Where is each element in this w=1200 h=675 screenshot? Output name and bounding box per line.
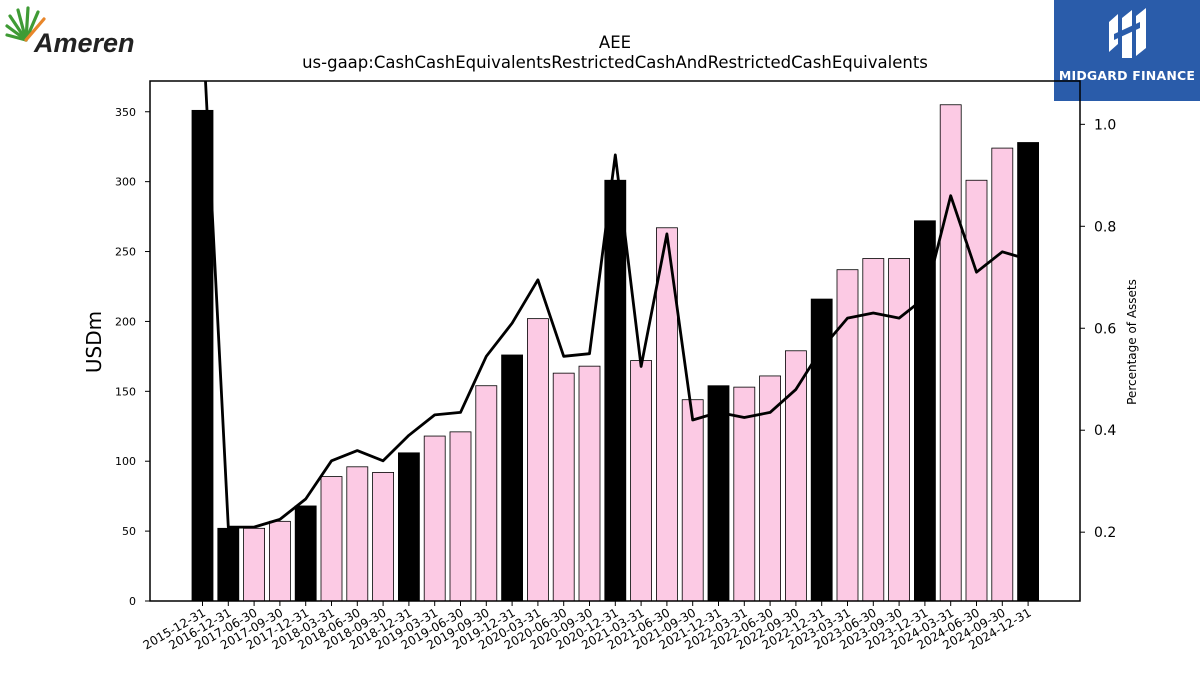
bar-2023-09-30 <box>888 258 910 602</box>
bar-2018-12-31 <box>397 452 420 602</box>
y-right-tick-label: 0.6 <box>1094 321 1116 337</box>
y-tick-label: 200 <box>115 315 136 328</box>
bar-series <box>191 104 1039 602</box>
bar-2018-03-31 <box>320 476 343 602</box>
bar-2024-12-31 <box>1017 142 1039 602</box>
bar-2017-09-30 <box>268 520 291 602</box>
bar-2020-06-30 <box>552 372 575 602</box>
x-axis: 2015-12-312016-12-312017-06-302017-09-30… <box>141 601 1034 652</box>
ameren-wordmark: Ameren <box>33 28 135 58</box>
ameren-logo: Ameren <box>4 4 144 60</box>
y-tick-label: 50 <box>122 525 136 538</box>
y-axis-label: USDm <box>82 311 106 373</box>
bar-2024-03-31 <box>939 104 962 602</box>
midgard-mark-icon <box>1109 8 1146 58</box>
bar-2017-12-31 <box>294 505 317 602</box>
percentage-of-assets-line <box>204 81 1029 529</box>
y-right-tick-label: 1.0 <box>1094 117 1116 133</box>
chart-title: AEE <box>599 33 631 52</box>
line-series <box>204 81 1029 529</box>
midgard-finance-wordmark: MIDGARD FINANCE <box>1058 68 1196 83</box>
bar-2019-03-31 <box>423 435 446 602</box>
bar-2023-06-30 <box>862 258 885 602</box>
y-tick-label: 100 <box>115 455 136 468</box>
bar-2022-03-31 <box>733 386 756 602</box>
bar-2019-12-31 <box>501 354 524 602</box>
bar-2022-06-30 <box>759 375 781 602</box>
bar-2019-09-30 <box>475 385 498 602</box>
y-tick-label: 0 <box>129 595 136 608</box>
bar-2018-09-30 <box>372 471 395 602</box>
bar-2019-06-30 <box>449 431 472 602</box>
midgard-finance-logo: MIDGARD FINANCE <box>1054 0 1200 101</box>
y-axis-right-label: Percentage of Assets <box>1125 279 1139 405</box>
y-tick-label: 350 <box>115 106 136 119</box>
bar-2020-12-31 <box>604 179 627 602</box>
bar-2023-12-31 <box>914 220 936 602</box>
bar-2016-12-31 <box>217 527 240 602</box>
y-tick-label: 150 <box>115 385 136 398</box>
bar-2021-03-31 <box>630 360 652 602</box>
bar-2022-12-31 <box>810 298 833 602</box>
bar-2024-09-30 <box>991 147 1014 602</box>
bar-2020-09-30 <box>578 365 601 602</box>
chart-subtitle: us-gaap:CashCashEquivalentsRestrictedCas… <box>302 53 928 72</box>
y-axis-right: 0.2 0.4 0.6 0.8 1.0 <box>1080 117 1116 541</box>
bar-2020-03-31 <box>527 318 549 602</box>
bar-2021-09-30 <box>681 399 704 602</box>
ameren-sunburst-icon <box>5 6 46 42</box>
bar-2021-12-31 <box>707 385 730 602</box>
y-tick-label: 250 <box>115 246 136 259</box>
y-tick-label: 300 <box>115 176 136 189</box>
y-axis-left: 0 50 100 150 200 250 300 350 <box>115 106 150 608</box>
y-right-tick-label: 0.2 <box>1094 525 1116 541</box>
y-right-tick-label: 0.4 <box>1094 423 1116 439</box>
bar-2024-06-30 <box>965 179 988 602</box>
y-right-tick-label: 0.8 <box>1094 219 1116 235</box>
bar-2018-06-30 <box>346 466 369 602</box>
bar-2017-06-30 <box>243 527 266 602</box>
